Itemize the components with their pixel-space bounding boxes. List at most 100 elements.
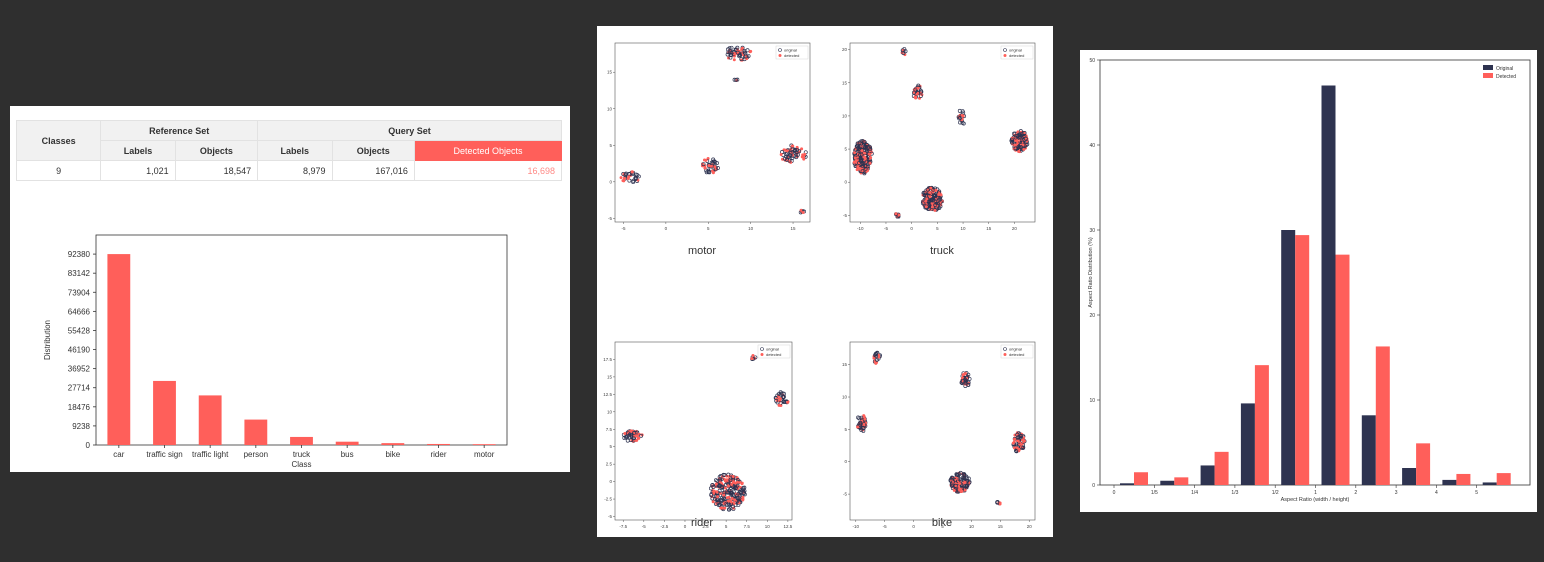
x-tick-label: 12.5 <box>784 524 793 529</box>
bar-traffic-light <box>198 395 222 445</box>
scatter-title-rider: rider <box>690 517 713 529</box>
legend-detected-label: Detected <box>1496 74 1516 80</box>
y-tick-label: 20 <box>1089 313 1095 319</box>
detected-point <box>732 58 736 62</box>
y-tick-label: 15 <box>607 70 613 75</box>
detected-point <box>740 482 744 486</box>
scatter-title-motor: motor <box>687 245 717 257</box>
original-point <box>1009 137 1014 142</box>
detected-point <box>862 415 866 419</box>
x-tick-label: traffic light <box>192 450 229 459</box>
legend-original-label: original <box>784 48 797 53</box>
original-point <box>701 162 706 167</box>
detected-point <box>622 179 626 183</box>
x-tick-label: 5 <box>725 524 728 529</box>
x-tick-label: motor <box>474 450 495 459</box>
detected-point <box>725 474 729 478</box>
detected-point <box>722 493 726 497</box>
header-classes: Classes <box>15 120 102 161</box>
detected-point <box>963 480 967 484</box>
y-tick-label: -5 <box>608 514 612 519</box>
class-distribution-chart: 0 9238 18476 27714 36952 46190 55428 64666 73904… <box>43 234 508 469</box>
original-point <box>728 478 733 483</box>
x-tick-label: car <box>113 450 124 459</box>
y-tick-label: 7.5 <box>606 427 613 432</box>
scatter-legend <box>1000 45 1034 60</box>
detected-point <box>1012 437 1016 441</box>
bar-bike <box>381 443 405 445</box>
bar-car <box>107 254 131 445</box>
detected-point <box>730 497 734 501</box>
detected-point <box>863 157 867 161</box>
y-tick-label: 20 <box>842 47 848 52</box>
detected-point <box>960 113 964 117</box>
y-tick-label: 10 <box>1089 398 1095 404</box>
original-point <box>633 176 638 181</box>
bar-detected <box>1335 254 1350 485</box>
x-tick-label: -10 <box>853 524 860 529</box>
original-point <box>858 421 863 426</box>
original-point <box>782 156 787 161</box>
legend-detected-label: detected <box>1009 352 1024 357</box>
original-point <box>778 391 783 396</box>
y-tick-label: 64666 <box>68 307 91 316</box>
original-point <box>1012 131 1017 136</box>
detected-point <box>1017 149 1021 153</box>
original-point <box>862 171 867 176</box>
original-point <box>950 486 955 491</box>
legend-original-swatch <box>1483 65 1493 70</box>
detected-point <box>738 485 742 489</box>
y-tick-label: 5 <box>844 427 847 432</box>
original-point <box>742 488 747 493</box>
original-point <box>1017 133 1022 137</box>
detected-point <box>786 400 790 404</box>
detected-point <box>741 495 745 499</box>
scatter-title-truck: truck <box>930 245 954 257</box>
x-tick-label: 10 <box>969 524 975 529</box>
detected-point <box>637 436 641 440</box>
detected-point <box>1022 147 1026 151</box>
original-point <box>960 120 965 125</box>
bar-original <box>1402 468 1417 485</box>
original-point <box>717 488 722 493</box>
bar-original <box>1321 85 1336 485</box>
original-point <box>964 484 969 489</box>
detected-point <box>712 489 716 493</box>
original-point <box>863 144 868 149</box>
original-point <box>965 478 970 483</box>
detected-point <box>903 53 907 57</box>
y-tick-label: 10 <box>607 409 613 414</box>
detected-point <box>855 168 859 172</box>
original-point <box>933 203 938 207</box>
original-point <box>627 435 632 440</box>
plot-frame <box>1099 59 1531 486</box>
bar-truck <box>290 436 313 445</box>
detected-point <box>720 506 724 510</box>
y-tick-label: 36952 <box>68 365 91 374</box>
detected-point <box>733 498 737 502</box>
original-point <box>913 87 918 92</box>
detected-point <box>623 431 627 435</box>
aspect-ratio-panel: 0 10 20 30 40 50 0 1/5 1/4 1/3 1/2 1 2 3 4 5 Aspect Rati… <box>1080 50 1537 512</box>
legend-detected-label: detected <box>784 53 799 58</box>
original-point <box>860 425 865 430</box>
original-point <box>787 158 792 163</box>
y-tick-label: 27714 <box>68 384 91 393</box>
x-axis-label: Class <box>291 460 311 469</box>
detected-point <box>937 192 941 196</box>
y-axis-label: Distribution <box>43 320 52 360</box>
x-tick-label: -5 <box>884 226 888 231</box>
original-point <box>957 472 962 477</box>
bar-motor <box>472 444 496 445</box>
scatter-frame <box>849 341 1036 521</box>
detected-point <box>916 86 920 90</box>
detected-point <box>960 489 964 493</box>
x-tick-label: 15 <box>791 226 797 231</box>
original-point <box>631 436 636 441</box>
bar-detected <box>1134 472 1148 485</box>
detected-point <box>619 176 623 180</box>
y-tick-label: 2.5 <box>606 462 613 467</box>
original-point <box>856 161 861 166</box>
detected-point <box>894 212 898 216</box>
